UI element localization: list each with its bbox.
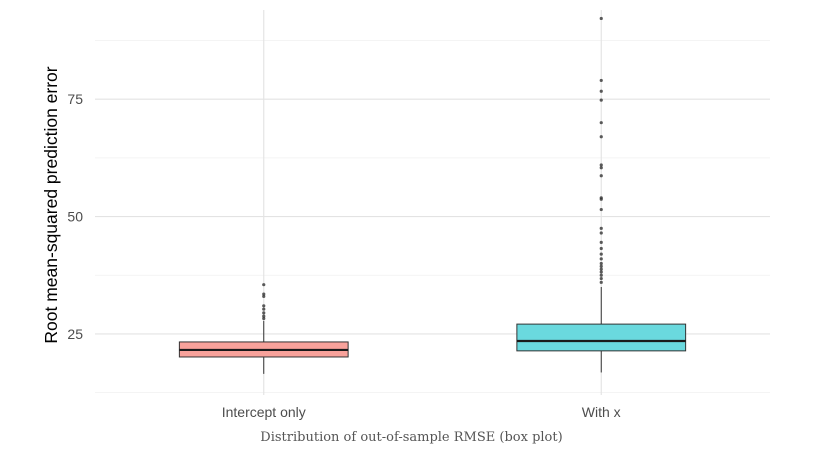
outlier-point xyxy=(599,89,603,93)
x-tick-label: Intercept only xyxy=(222,404,306,420)
outlier-point xyxy=(262,316,266,321)
outlier-point xyxy=(262,292,266,296)
outlier-point xyxy=(599,174,603,178)
outlier-point xyxy=(599,257,603,261)
outlier-point xyxy=(262,294,266,299)
outlier-point xyxy=(262,283,266,287)
outlier-point xyxy=(599,240,603,245)
outlier-point xyxy=(599,264,603,268)
box-0 xyxy=(178,283,349,374)
axes: 25 50 75 Intercept only With x xyxy=(67,91,620,420)
outlier-point xyxy=(599,207,603,212)
y-tick-label: 75 xyxy=(67,91,83,107)
outlier-point xyxy=(262,311,266,315)
outlier-point xyxy=(599,226,603,230)
outlier-point xyxy=(599,166,603,170)
grid-lines xyxy=(95,10,770,395)
outlier-point xyxy=(262,314,266,318)
outlier-point xyxy=(599,280,603,284)
y-tick-label: 25 xyxy=(67,326,83,342)
y-axis-title: Root mean-squared prediction error xyxy=(41,66,61,343)
outlier-point xyxy=(599,246,603,251)
x-tick-label: With x xyxy=(582,404,621,420)
box-body xyxy=(516,323,687,352)
outlier-point xyxy=(599,135,603,139)
figure-caption: Distribution of out-of-sample RMSE (box … xyxy=(260,430,563,445)
box-1 xyxy=(516,16,687,373)
outlier-point xyxy=(599,267,603,271)
outlier-point xyxy=(599,261,603,266)
outlier-point xyxy=(599,231,603,235)
outlier-point xyxy=(599,276,603,281)
outlier-point xyxy=(599,163,603,167)
outlier-point xyxy=(262,304,266,308)
outlier-point xyxy=(599,270,603,274)
box-plot-chart: 25 50 75 Intercept only With x Root mean-squ… xyxy=(41,10,770,420)
outlier-point xyxy=(599,121,603,125)
outlier-point xyxy=(599,98,603,102)
outlier-point xyxy=(262,307,266,311)
boxes xyxy=(178,16,687,374)
outlier-point xyxy=(599,273,603,277)
y-tick-label: 50 xyxy=(67,209,83,225)
outlier-point xyxy=(599,78,603,83)
outlier-point xyxy=(599,16,603,21)
outlier-point xyxy=(599,196,603,200)
outlier-point xyxy=(599,252,603,256)
